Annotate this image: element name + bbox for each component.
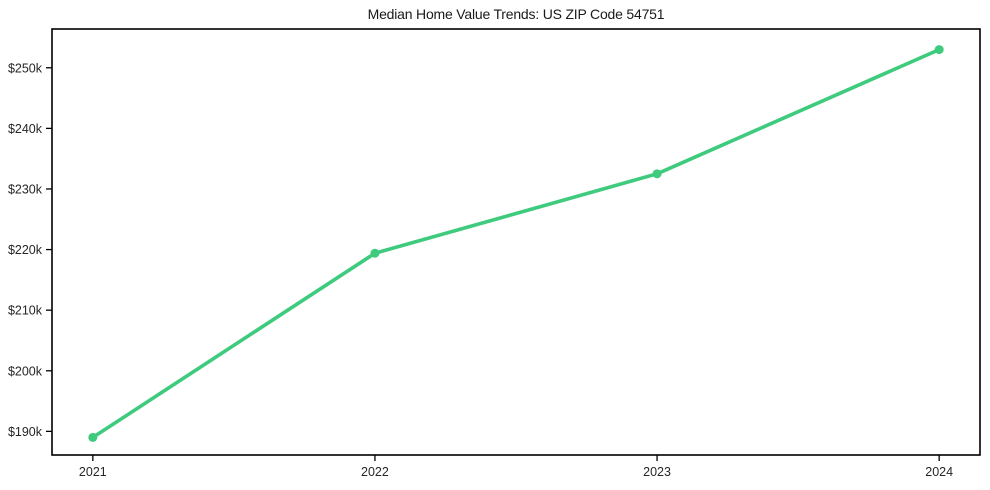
y-tick-label: $190k: [8, 425, 43, 439]
x-tick-label: 2022: [361, 465, 389, 479]
x-tick-label: 2024: [925, 465, 953, 479]
x-tick-label: 2023: [643, 465, 671, 479]
chart-title: Median Home Value Trends: US ZIP Code 54…: [367, 6, 665, 22]
y-tick-label: $230k: [8, 182, 43, 196]
data-point-marker: [370, 248, 380, 258]
data-point-marker: [934, 45, 944, 55]
y-tick-label: $250k: [8, 61, 43, 75]
y-tick-label: $210k: [8, 304, 43, 318]
y-tick-label: $200k: [8, 364, 43, 378]
data-line: [91, 47, 941, 440]
plot-frame: [51, 28, 981, 456]
y-tick-label: $240k: [8, 122, 43, 136]
x-tick-label: 2021: [79, 465, 107, 479]
data-point-marker: [88, 432, 98, 442]
data-point-marker: [652, 169, 662, 179]
y-tick-label: $220k: [8, 243, 43, 257]
